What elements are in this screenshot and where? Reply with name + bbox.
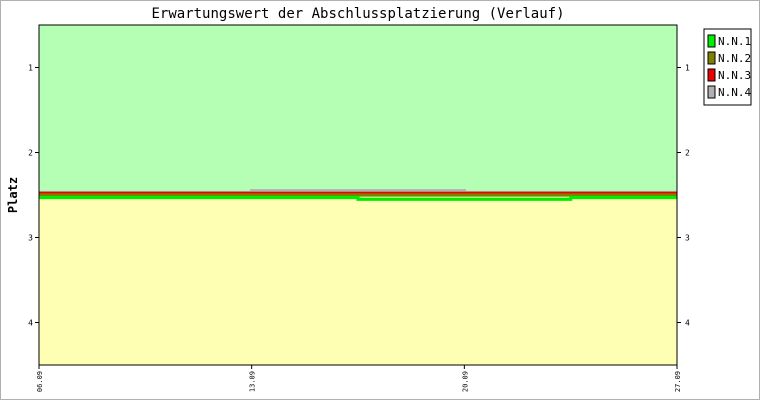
y-tick-label-left: 2	[28, 149, 33, 158]
x-tick-label: 06.09	[36, 371, 44, 392]
legend-swatch-N.N.3	[707, 68, 716, 82]
series-line-N.N.1	[39, 195, 677, 201]
legend: N.N.1 N.N.2 N.N.3 N.N.4	[703, 28, 752, 106]
y-tick-label-right: 3	[685, 234, 690, 243]
y-tick-label-left: 4	[28, 319, 33, 328]
legend-label-N.N.2: N.N.2	[718, 52, 751, 65]
legend-swatch-N.N.2	[707, 51, 716, 65]
x-tick-label: 27.09	[674, 371, 682, 392]
y-axis-label: Platz	[6, 177, 20, 213]
x-tick-label: 20.09	[461, 371, 469, 392]
legend-label-N.N.3: N.N.3	[718, 69, 751, 82]
plot-area: 1 1 2 2 3 3 4 4 06.09 13.09 20.09 27.09	[28, 24, 690, 392]
background-band-0	[39, 25, 677, 195]
x-tick-label: 13.09	[249, 371, 257, 392]
legend-label-N.N.4: N.N.4	[718, 86, 751, 99]
legend-swatch-N.N.1	[707, 34, 716, 48]
plot-frame	[38, 24, 678, 366]
y-tick-label-right: 2	[685, 149, 690, 158]
legend-swatch-N.N.4	[707, 85, 716, 99]
y-tick-label-right: 1	[685, 64, 690, 73]
legend-label-N.N.1: N.N.1	[718, 35, 751, 48]
chart-title: Erwartungswert der Abschlussplatzierung …	[151, 6, 564, 22]
background-band-1	[39, 195, 677, 365]
y-tick-label-left: 3	[28, 234, 33, 243]
y-tick-label-left: 1	[28, 64, 33, 73]
y-tick-label-right: 4	[685, 319, 690, 328]
